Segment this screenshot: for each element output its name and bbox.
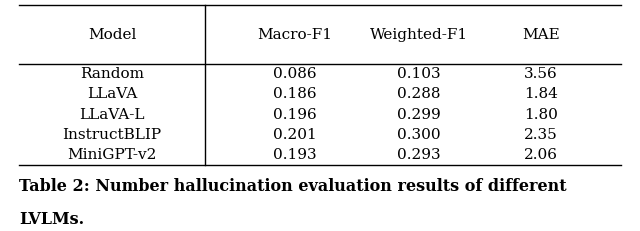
Text: Model: Model	[88, 27, 136, 42]
Text: 0.288: 0.288	[397, 87, 441, 101]
Text: 2.35: 2.35	[524, 128, 557, 142]
Text: 0.299: 0.299	[397, 108, 441, 122]
Text: 3.56: 3.56	[524, 67, 557, 81]
Text: LVLMs.: LVLMs.	[19, 211, 84, 228]
Text: Macro-F1: Macro-F1	[257, 27, 332, 42]
Text: LLaVA: LLaVA	[87, 87, 137, 101]
Text: 0.193: 0.193	[273, 148, 316, 162]
Text: 2.06: 2.06	[524, 148, 558, 162]
Text: MiniGPT-v2: MiniGPT-v2	[67, 148, 157, 162]
Text: 0.293: 0.293	[397, 148, 441, 162]
Text: LLaVA-L: LLaVA-L	[79, 108, 145, 122]
Text: InstructBLIP: InstructBLIP	[63, 128, 161, 142]
Text: 0.103: 0.103	[397, 67, 441, 81]
Text: 0.201: 0.201	[273, 128, 316, 142]
Text: 0.086: 0.086	[273, 67, 316, 81]
Text: 0.186: 0.186	[273, 87, 316, 101]
Text: MAE: MAE	[522, 27, 559, 42]
Text: 1.84: 1.84	[524, 87, 557, 101]
Text: Table 2: Number hallucination evaluation results of different: Table 2: Number hallucination evaluation…	[19, 178, 567, 195]
Text: 1.80: 1.80	[524, 108, 557, 122]
Text: 0.300: 0.300	[397, 128, 441, 142]
Text: Random: Random	[80, 67, 144, 81]
Text: Weighted-F1: Weighted-F1	[370, 27, 468, 42]
Text: 0.196: 0.196	[273, 108, 316, 122]
